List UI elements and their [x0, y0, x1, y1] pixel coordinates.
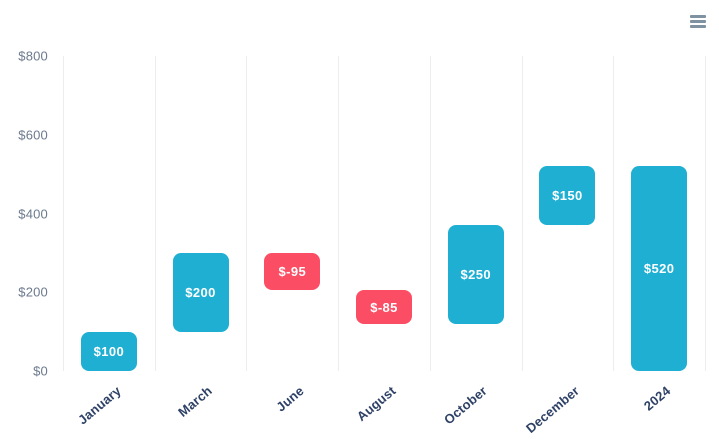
- gridline: [613, 56, 615, 371]
- bar-value-label: $-85: [370, 299, 398, 315]
- x-axis-label-June: June: [273, 383, 307, 415]
- bar-October[interactable]: $250: [447, 225, 504, 324]
- x-axis-label-January: January: [74, 383, 124, 428]
- gridline: [63, 56, 64, 371]
- gridline: [338, 56, 340, 371]
- gridline: [521, 56, 523, 371]
- bar-value-label: $150: [552, 188, 583, 204]
- bar-value-label: $100: [93, 343, 125, 359]
- y-axis-tick-label: $0: [33, 363, 48, 379]
- bar-value-label: $250: [460, 267, 491, 283]
- y-axis-tick-label: $800: [18, 48, 48, 64]
- gridline: [429, 56, 431, 371]
- bar-value-label: $-95: [278, 264, 307, 280]
- bar-January[interactable]: $100: [80, 331, 137, 371]
- x-axis-label-December: December: [523, 383, 583, 436]
- bar-March[interactable]: $200: [172, 252, 229, 332]
- hamburger-menu-button[interactable]: [688, 11, 708, 31]
- hamburger-menu-bar: [690, 19, 706, 23]
- gridline: [246, 56, 248, 371]
- bar-value-label: $520: [643, 261, 675, 277]
- hamburger-menu-bar: [690, 24, 706, 28]
- bar-value-label: $200: [185, 284, 216, 300]
- x-axis-label-October: October: [441, 383, 491, 428]
- bar-August[interactable]: $-85: [356, 290, 412, 324]
- bar-2024[interactable]: $520: [631, 166, 688, 371]
- y-axis-tick-label: $600: [18, 127, 48, 143]
- gridline: [705, 56, 706, 371]
- x-axis-label-August: August: [353, 383, 399, 425]
- hamburger-menu-bar: [690, 14, 706, 18]
- x-axis-label-2024: 2024: [641, 383, 674, 414]
- gridline: [154, 56, 156, 371]
- bar-June[interactable]: $-95: [264, 252, 321, 291]
- bar-December[interactable]: $150: [539, 166, 596, 226]
- y-axis-tick-label: $200: [18, 284, 48, 300]
- x-axis-label-March: March: [175, 383, 216, 420]
- y-axis-tick-label: $400: [18, 206, 48, 221]
